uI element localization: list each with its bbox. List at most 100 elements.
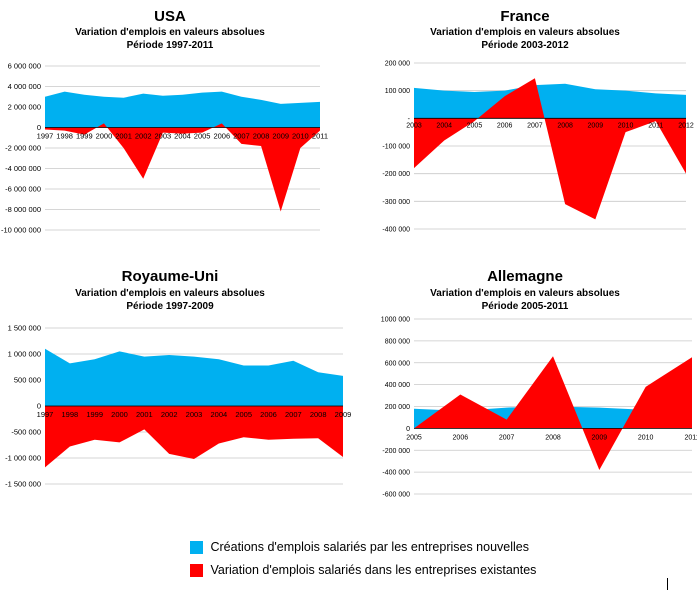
x-tick-label: 2005 xyxy=(235,410,252,419)
y-tick-label: 200 000 xyxy=(385,61,410,68)
y-tick-label: 100 000 xyxy=(385,88,410,95)
x-tick-label: 1998 xyxy=(56,132,73,141)
x-tick-label: 1999 xyxy=(76,132,93,141)
chart-period: Période 1997-2011 xyxy=(126,40,214,51)
chart-period: Période 2003-2012 xyxy=(481,40,569,51)
x-tick-label: 2001 xyxy=(115,132,132,141)
x-tick-label: 2010 xyxy=(618,122,634,129)
chart-title: Royaume-Uni xyxy=(121,268,219,285)
x-tick-label: 2007 xyxy=(285,410,302,419)
chart-title: USA xyxy=(154,8,186,25)
x-tick-label: 1998 xyxy=(61,410,78,419)
x-tick-label: 2006 xyxy=(213,132,230,141)
y-tick-label: -300 000 xyxy=(382,199,410,206)
y-tick-label: -400 000 xyxy=(382,470,410,477)
x-tick-label: 1997 xyxy=(37,132,54,141)
x-tick-label: 2003 xyxy=(155,132,172,141)
y-tick-label: -600 000 xyxy=(382,492,410,499)
y-tick-label: 1 500 000 xyxy=(8,324,41,333)
y-tick-label: 2 000 000 xyxy=(8,103,41,112)
x-tick-label: 2002 xyxy=(135,132,152,141)
x-tick-label: 2009 xyxy=(588,122,604,129)
y-tick-label: - xyxy=(408,116,411,123)
x-tick-label: 2005 xyxy=(406,434,422,441)
y-tick-label: -400 000 xyxy=(382,227,410,234)
y-tick-label: -200 000 xyxy=(382,448,410,455)
series-area-nouvelles xyxy=(45,91,320,128)
chart-subtitle: Variation d'emplois en valeurs absolues xyxy=(75,27,265,38)
x-tick-label: 2000 xyxy=(111,410,128,419)
y-tick-label: 1000 000 xyxy=(381,317,410,324)
series-area-nouvelles xyxy=(414,83,686,119)
y-tick-label: -4 000 000 xyxy=(5,164,41,173)
y-tick-label: -100 000 xyxy=(382,144,410,151)
x-tick-label: 2007 xyxy=(499,434,515,441)
chart-title: France xyxy=(500,8,550,25)
x-tick-label: 2001 xyxy=(136,410,153,419)
y-tick-label: -6 000 000 xyxy=(5,185,41,194)
y-tick-label: -1 000 000 xyxy=(5,454,41,463)
x-tick-label: 1999 xyxy=(86,410,103,419)
y-tick-label: 6 000 000 xyxy=(8,62,41,71)
y-tick-label: 500 000 xyxy=(14,376,41,385)
chart-panel-germany: Allemagne Variation d'emplois en valeurs… xyxy=(355,262,695,502)
x-tick-label: 2006 xyxy=(453,434,469,441)
x-tick-label: 2004 xyxy=(174,132,191,141)
legend-swatch-existantes xyxy=(190,564,203,578)
x-tick-label: 2005 xyxy=(467,122,483,129)
y-tick-label: -2 000 000 xyxy=(5,144,41,153)
x-tick-label: 2009 xyxy=(272,132,289,141)
x-tick-label: 2007 xyxy=(233,132,250,141)
chart-panel-uk: Royaume-Uni Variation d'emplois en valeu… xyxy=(0,262,340,502)
x-tick-label: 2009 xyxy=(335,410,352,419)
series-area-nouvelles xyxy=(45,348,343,406)
chart-period: Période 1997-2009 xyxy=(126,301,214,312)
chart-panel-france: France Variation d'emplois en valeurs ab… xyxy=(355,0,695,240)
chart-subtitle: Variation d'emplois en valeurs absolues xyxy=(75,288,265,299)
y-tick-label: -10 000 000 xyxy=(1,226,41,235)
y-tick-label: 0 xyxy=(37,123,41,132)
series-area-existantes xyxy=(414,356,692,470)
series-area-existantes xyxy=(45,123,320,212)
x-tick-label: 2008 xyxy=(310,410,327,419)
series-area-existantes xyxy=(45,406,343,468)
y-tick-label: -8 000 000 xyxy=(5,205,41,214)
y-tick-label: 1 000 000 xyxy=(8,350,41,359)
x-tick-label: 2004 xyxy=(436,122,452,129)
x-tick-label: 2011 xyxy=(648,122,663,129)
y-tick-label: 0 xyxy=(406,426,410,433)
x-tick-label: 2007 xyxy=(527,122,543,129)
x-tick-label: 2010 xyxy=(638,434,654,441)
y-tick-label: 0 xyxy=(37,402,41,411)
chart-panel-usa: USA Variation d'emplois en valeurs absol… xyxy=(0,0,340,240)
legend-label-nouvelles: Créations d'emplois salariés par les ent… xyxy=(210,540,529,554)
x-tick-label: 2009 xyxy=(592,434,608,441)
x-tick-label: 2003 xyxy=(406,122,422,129)
x-tick-label: 2008 xyxy=(557,122,573,129)
x-tick-label: 2012 xyxy=(678,122,694,129)
legend-label-existantes: Variation d'emplois salariés dans les en… xyxy=(210,563,537,577)
x-tick-label: 1997 xyxy=(37,410,54,419)
x-tick-label: 2010 xyxy=(292,132,309,141)
x-tick-label: 2003 xyxy=(186,410,203,419)
y-tick-label: -500 000 xyxy=(11,428,41,437)
legend: Créations d'emplois salariés par les ent… xyxy=(190,537,536,580)
text-cursor xyxy=(667,578,668,590)
legend-swatch-nouvelles xyxy=(190,541,203,555)
x-tick-label: 2008 xyxy=(253,132,270,141)
x-tick-label: 2008 xyxy=(545,434,561,441)
y-tick-label: -1 500 000 xyxy=(5,480,41,489)
x-tick-label: 2004 xyxy=(210,410,227,419)
y-tick-label: -200 000 xyxy=(382,171,410,178)
x-tick-label: 2002 xyxy=(161,410,178,419)
chart-subtitle: Variation d'emplois en valeurs absolues xyxy=(430,27,620,38)
x-tick-label: 2005 xyxy=(194,132,211,141)
y-tick-label: 600 000 xyxy=(385,360,410,367)
x-tick-label: 2000 xyxy=(96,132,113,141)
chart-period: Période 2005-2011 xyxy=(481,301,569,312)
x-tick-label: 2011 xyxy=(684,434,697,441)
